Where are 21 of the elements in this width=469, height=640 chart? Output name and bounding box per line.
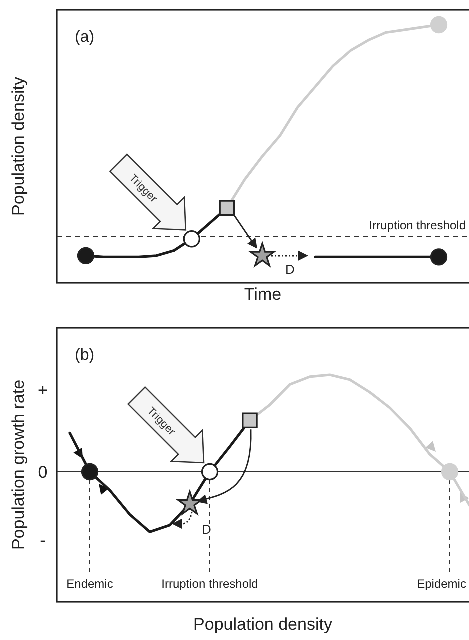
point: [430, 248, 448, 266]
text: -: [40, 531, 46, 550]
text: Endemic: [66, 577, 114, 591]
text: +: [38, 381, 48, 400]
text: Irruption threshold: [162, 577, 258, 591]
annotation: D: [286, 262, 295, 277]
annotation: D: [202, 522, 212, 538]
point: [183, 230, 200, 248]
point: [77, 247, 95, 264]
point: [430, 16, 448, 34]
point: [219, 200, 236, 216]
text: 0: [38, 463, 48, 482]
annotation: (a): [75, 29, 95, 46]
x-axis-title: Population density: [194, 615, 333, 634]
point: [250, 242, 276, 267]
x-axis-title: Time: [244, 285, 282, 304]
y-axis-title: Population growth rate: [9, 380, 28, 550]
y-axis-title: Population density: [9, 76, 28, 216]
ref-line-label: Irruption threshold: [369, 218, 466, 233]
text: Epidemic: [417, 577, 466, 591]
text: (b): [75, 347, 95, 364]
